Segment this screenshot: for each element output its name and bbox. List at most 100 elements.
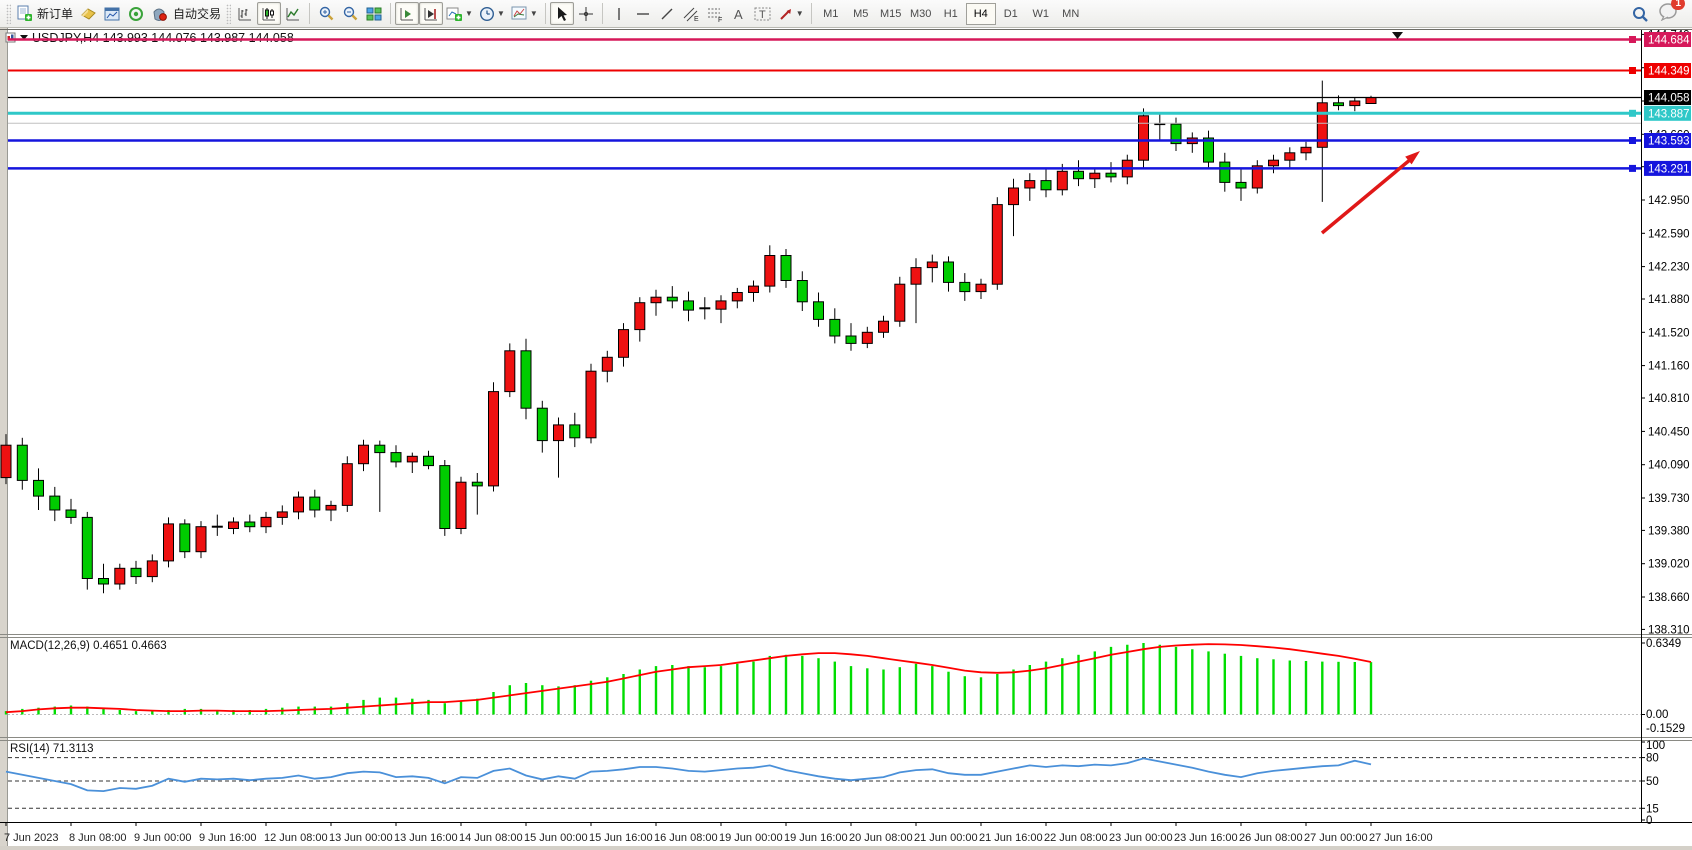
zoom-out-button[interactable] xyxy=(338,2,362,25)
text-tool[interactable]: A xyxy=(727,2,751,25)
svg-text:21 Jun 00:00: 21 Jun 00:00 xyxy=(914,832,978,844)
candle-body xyxy=(553,424,564,442)
candle-body xyxy=(1056,170,1068,191)
timeframe-button-m30[interactable]: M30 xyxy=(910,7,932,20)
candlestick-chart-button[interactable] xyxy=(257,2,282,25)
timeframe-button-d1[interactable]: D1 xyxy=(1003,7,1018,20)
candle-body xyxy=(228,521,239,529)
autotrade-button[interactable]: 自动交易 xyxy=(148,2,224,25)
candle-body xyxy=(910,267,922,285)
chart-shift-marker-icon[interactable] xyxy=(1392,32,1403,39)
timeframe-button-w1[interactable]: W1 xyxy=(1032,7,1049,20)
horizontal-line-tool[interactable] xyxy=(631,2,655,25)
svg-text:142.230: 142.230 xyxy=(1648,262,1690,274)
toolbar-grip[interactable] xyxy=(6,3,11,24)
candle-body xyxy=(861,331,873,344)
tile-windows-icon xyxy=(366,7,382,20)
strategy-tester-button[interactable] xyxy=(419,2,444,25)
title-dropdown-icon xyxy=(20,35,28,40)
svg-text:80: 80 xyxy=(1646,753,1659,765)
candle-body xyxy=(585,370,597,439)
candle-body xyxy=(1138,115,1149,161)
timeframe-button-m5[interactable]: M5 xyxy=(853,7,869,20)
svg-text:20 Jun 08:00: 20 Jun 08:00 xyxy=(849,832,913,844)
svg-text:0.6349: 0.6349 xyxy=(1646,638,1681,650)
cursor-tool-button[interactable] xyxy=(549,2,574,25)
candle-body xyxy=(764,255,776,287)
svg-text:144.058: 144.058 xyxy=(1648,93,1690,105)
candle-body xyxy=(829,318,841,337)
candle-body xyxy=(1170,123,1182,145)
arrow-annotation[interactable] xyxy=(1320,151,1420,235)
timeframe-button-m1[interactable]: M1 xyxy=(823,7,839,20)
chart-window-icon xyxy=(104,7,120,20)
crosshair-tool-button[interactable] xyxy=(574,2,598,25)
template-button[interactable]: ▼ xyxy=(508,2,541,25)
candle-body xyxy=(650,296,662,304)
svg-text:141.160: 141.160 xyxy=(1648,361,1690,373)
tile-windows-button[interactable] xyxy=(362,2,386,25)
svg-text:100: 100 xyxy=(1646,740,1665,752)
pane-separator[interactable] xyxy=(0,634,1692,638)
text-label-icon: T xyxy=(754,7,771,21)
svg-text:143.593: 143.593 xyxy=(1648,136,1690,148)
candle-body xyxy=(276,511,288,518)
pane-separator[interactable] xyxy=(0,737,1692,741)
candle-body xyxy=(49,495,61,511)
notifications-button[interactable]: 1 xyxy=(1658,0,1685,26)
period-button[interactable]: ▼ xyxy=(476,2,508,25)
candle-body xyxy=(244,521,256,528)
rsi-line xyxy=(5,757,1372,793)
candle-body xyxy=(163,523,174,562)
vertical-line-tool[interactable] xyxy=(607,2,631,25)
add-indicator-button[interactable]: ▼ xyxy=(443,2,476,25)
horizontal-line-objects[interactable]: 144.684 144.349 143.887 143.593 143.291 xyxy=(8,32,1691,176)
candle-body xyxy=(813,301,824,320)
timeframe-bar: M1 M5 M15 M30 H1 H4 D1 W1 MN xyxy=(816,2,1086,25)
timeframe-button-h1[interactable]: H1 xyxy=(943,7,958,20)
svg-text:27 Jun 00:00: 27 Jun 00:00 xyxy=(1304,832,1368,844)
fibonacci-tool[interactable]: F xyxy=(703,2,727,25)
candle-body xyxy=(943,261,954,283)
arrows-tool[interactable]: ▼ xyxy=(775,2,807,25)
trade-ticket-button[interactable] xyxy=(76,2,100,25)
new-order-icon xyxy=(17,5,32,21)
zoom-out-icon xyxy=(343,6,357,21)
bar-chart-button[interactable] xyxy=(233,2,257,25)
zoom-in-button[interactable] xyxy=(314,2,338,25)
candle-body xyxy=(926,261,938,269)
timeframe-button-h4[interactable]: H4 xyxy=(965,2,996,25)
candle-body xyxy=(634,302,646,331)
candle-body xyxy=(1251,165,1263,189)
window-bottom-edge xyxy=(0,846,1692,850)
candle-body xyxy=(98,578,109,585)
equidistant-channel-tool[interactable]: E xyxy=(679,2,703,25)
svg-text:T: T xyxy=(759,9,766,21)
candles xyxy=(0,80,1377,594)
candle-body xyxy=(358,444,369,465)
trendline-tool[interactable] xyxy=(655,2,679,25)
new-order-button[interactable]: 新订单 xyxy=(13,2,76,25)
svg-text:143.291: 143.291 xyxy=(1648,163,1690,175)
candle-body xyxy=(731,292,743,302)
data-window-button[interactable] xyxy=(395,2,420,25)
line-chart-button[interactable] xyxy=(281,2,305,25)
timeframe-button-mn[interactable]: MN xyxy=(1062,7,1080,20)
candle-body xyxy=(16,444,28,481)
svg-text:15 Jun 00:00: 15 Jun 00:00 xyxy=(524,832,588,844)
timeframe-button-m15[interactable]: M15 xyxy=(880,7,902,20)
candle-body xyxy=(1203,137,1214,163)
candle-body xyxy=(309,496,321,511)
candle-body xyxy=(894,283,906,322)
toolbar-grip[interactable] xyxy=(226,3,232,24)
signal-button[interactable] xyxy=(124,2,148,25)
search-button[interactable] xyxy=(1628,2,1652,25)
candle-body xyxy=(488,391,499,487)
candle-body xyxy=(439,465,451,530)
chart-window-button[interactable] xyxy=(100,2,124,25)
svg-text:7 Jun 2023: 7 Jun 2023 xyxy=(4,832,58,844)
text-label-tool[interactable]: T xyxy=(751,2,775,25)
current-price-line: 144.058 xyxy=(8,90,1691,105)
